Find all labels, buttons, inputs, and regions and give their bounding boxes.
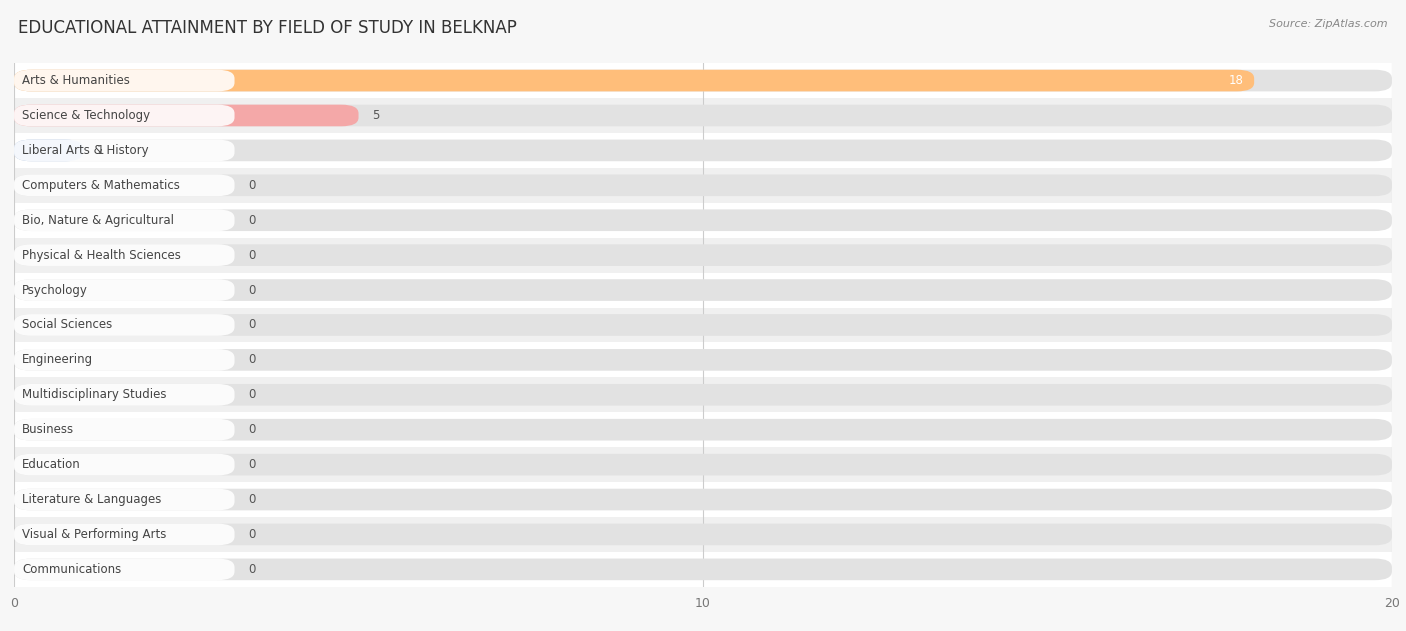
Text: 0: 0 (249, 179, 256, 192)
Text: 0: 0 (249, 319, 256, 331)
Text: Bio, Nature & Agricultural: Bio, Nature & Agricultural (22, 214, 174, 227)
FancyBboxPatch shape (14, 139, 1392, 161)
Bar (14, 63, 1392, 98)
FancyBboxPatch shape (14, 384, 235, 406)
FancyBboxPatch shape (14, 384, 1392, 406)
Text: 18: 18 (1229, 74, 1244, 87)
Text: 0: 0 (249, 214, 256, 227)
FancyBboxPatch shape (14, 489, 235, 510)
Bar (14, 343, 1392, 377)
Text: EDUCATIONAL ATTAINMENT BY FIELD OF STUDY IN BELKNAP: EDUCATIONAL ATTAINMENT BY FIELD OF STUDY… (18, 19, 517, 37)
Text: Liberal Arts & History: Liberal Arts & History (22, 144, 149, 157)
Text: Science & Technology: Science & Technology (22, 109, 150, 122)
Bar (14, 203, 1392, 238)
FancyBboxPatch shape (14, 524, 1392, 545)
FancyBboxPatch shape (14, 280, 235, 301)
FancyBboxPatch shape (14, 209, 1392, 231)
Text: Physical & Health Sciences: Physical & Health Sciences (22, 249, 181, 262)
Bar (14, 412, 1392, 447)
FancyBboxPatch shape (14, 558, 235, 580)
Text: Literature & Languages: Literature & Languages (22, 493, 162, 506)
Text: Source: ZipAtlas.com: Source: ZipAtlas.com (1270, 19, 1388, 29)
FancyBboxPatch shape (14, 70, 1392, 91)
Text: 0: 0 (249, 528, 256, 541)
FancyBboxPatch shape (14, 489, 1392, 510)
FancyBboxPatch shape (14, 209, 235, 231)
Bar (14, 133, 1392, 168)
Text: Visual & Performing Arts: Visual & Performing Arts (22, 528, 167, 541)
Bar (14, 552, 1392, 587)
Text: 0: 0 (249, 249, 256, 262)
Text: Social Sciences: Social Sciences (22, 319, 112, 331)
Text: 5: 5 (373, 109, 380, 122)
Text: Arts & Humanities: Arts & Humanities (22, 74, 131, 87)
FancyBboxPatch shape (14, 105, 1392, 126)
Bar (14, 377, 1392, 412)
Bar (14, 273, 1392, 307)
Text: 0: 0 (249, 388, 256, 401)
Text: 0: 0 (249, 493, 256, 506)
Text: Communications: Communications (22, 563, 121, 576)
FancyBboxPatch shape (14, 524, 235, 545)
FancyBboxPatch shape (14, 349, 1392, 370)
FancyBboxPatch shape (14, 558, 1392, 580)
Text: 0: 0 (249, 283, 256, 297)
Bar (14, 98, 1392, 133)
FancyBboxPatch shape (14, 454, 235, 475)
FancyBboxPatch shape (14, 314, 1392, 336)
Text: Computers & Mathematics: Computers & Mathematics (22, 179, 180, 192)
FancyBboxPatch shape (14, 454, 1392, 475)
Bar (14, 447, 1392, 482)
FancyBboxPatch shape (14, 105, 359, 126)
Bar (14, 238, 1392, 273)
Text: 1: 1 (97, 144, 104, 157)
FancyBboxPatch shape (14, 70, 1254, 91)
FancyBboxPatch shape (14, 105, 235, 126)
Bar (14, 517, 1392, 552)
FancyBboxPatch shape (14, 419, 235, 440)
FancyBboxPatch shape (14, 139, 235, 161)
FancyBboxPatch shape (14, 280, 1392, 301)
Text: 0: 0 (249, 458, 256, 471)
Text: 0: 0 (249, 423, 256, 436)
Bar (14, 482, 1392, 517)
Text: Multidisciplinary Studies: Multidisciplinary Studies (22, 388, 167, 401)
FancyBboxPatch shape (14, 314, 235, 336)
FancyBboxPatch shape (14, 175, 235, 196)
FancyBboxPatch shape (14, 244, 235, 266)
Text: 0: 0 (249, 563, 256, 576)
Text: Engineering: Engineering (22, 353, 93, 367)
FancyBboxPatch shape (14, 349, 235, 370)
Text: 0: 0 (249, 353, 256, 367)
Text: Psychology: Psychology (22, 283, 89, 297)
FancyBboxPatch shape (14, 175, 1392, 196)
FancyBboxPatch shape (14, 419, 1392, 440)
FancyBboxPatch shape (14, 139, 83, 161)
Bar (14, 307, 1392, 343)
Bar (14, 168, 1392, 203)
Text: Education: Education (22, 458, 82, 471)
FancyBboxPatch shape (14, 70, 235, 91)
Text: Business: Business (22, 423, 75, 436)
FancyBboxPatch shape (14, 244, 1392, 266)
